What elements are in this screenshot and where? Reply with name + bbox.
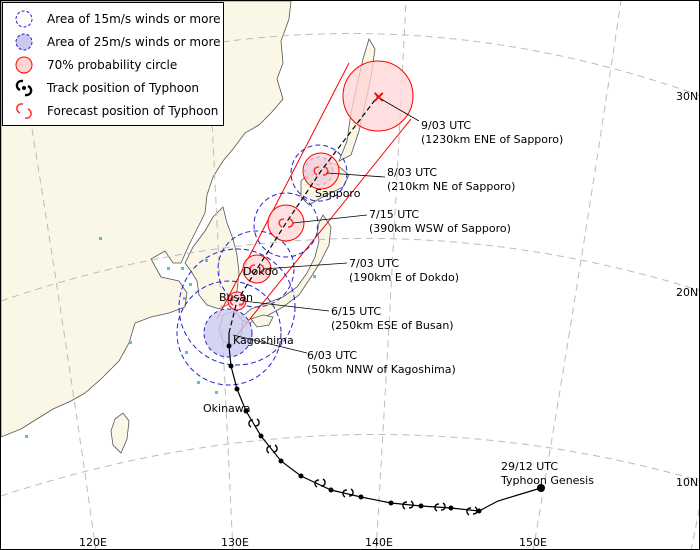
genesis-point: [537, 484, 545, 492]
lon-label-150e: 150E: [519, 536, 547, 549]
wind15-circle: [217, 230, 295, 308]
small-islands: [25, 237, 316, 438]
genesis-label: Typhoon Genesis: [500, 474, 594, 487]
label-9-03-time: 9/03 UTC: [421, 119, 471, 132]
typhoon-track-icon: [402, 500, 414, 510]
leader-lines: [232, 98, 420, 354]
typhoon-track-icon: [266, 444, 278, 454]
legend-label-wind25: Area of 25m/s winds or more: [47, 34, 221, 49]
typhoon-track-icon: [342, 488, 354, 498]
label-9-03-position: (1230km ENE of Sapporo): [421, 133, 563, 146]
legend-item-forecast: Forecast position of Typhoon: [11, 99, 223, 122]
legend-item-prob: 70% probability circle: [11, 53, 223, 76]
forecast-track-line: [228, 95, 379, 334]
city-okinawa: Okinawa: [203, 402, 251, 415]
label-6-03-time: 6/03 UTC: [307, 349, 357, 362]
lat-label-10n: 10N: [676, 476, 698, 489]
label-7-03-time: 7/03 UTC: [349, 257, 399, 270]
typhoon-forecast-icon: [278, 218, 294, 228]
forecast-symbols: [229, 166, 329, 306]
wind15-circle: [253, 192, 319, 258]
label-8-03-time: 8/03 UTC: [387, 166, 437, 179]
track-symbols: [248, 418, 478, 516]
city-dokdo: Dokdo: [243, 265, 279, 278]
typhoon-track-icon: [314, 478, 326, 488]
lon-label-120e: 120E: [79, 536, 107, 549]
typhoon-track-icon: [248, 418, 260, 428]
lat-label-20n: 20N: [676, 286, 698, 299]
wind15-circle: [290, 144, 348, 202]
label-6-15-position: (250km ESE of Busan): [331, 319, 454, 332]
shikoku-island: [250, 314, 274, 328]
legend-item-wind15: Area of 15m/s winds or more: [11, 7, 223, 30]
lon-label-140e: 140E: [365, 536, 393, 549]
legend-label-forecast: Forecast position of Typhoon: [47, 103, 219, 118]
legend-item-track: Track position of Typhoon: [11, 76, 223, 99]
label-7-03-position: (190km E of Dokdo): [349, 271, 459, 284]
filled-blue-circle-icon: [15, 33, 33, 50]
legend-label-wind15: Area of 15m/s winds or more: [47, 11, 221, 26]
label-7-15-time: 7/15 UTC: [369, 208, 419, 221]
forecast-end-marker: ×: [372, 87, 385, 106]
city-busan: Busan: [219, 291, 253, 304]
typhoon-track-icon: [434, 502, 446, 512]
meridian-150e: [532, 1, 622, 549]
typhoon-forecast-icon: [249, 264, 265, 274]
typhoon-forecast-icon: [229, 296, 245, 306]
city-sapporo: Sapporo: [315, 187, 361, 200]
typhoon-forecast-icon: [313, 166, 329, 176]
legend-label-track: Track position of Typhoon: [47, 80, 200, 95]
wind15-circle: [176, 280, 282, 386]
lat-label-30n: 30N: [676, 90, 698, 103]
wind25-circle: [203, 308, 253, 358]
prob-circle-7-03: [242, 254, 272, 284]
label-7-15-position: (390km WSW of Sapporo): [369, 222, 511, 235]
red-circle-icon: [15, 56, 33, 73]
city-kagoshima: Kagoshima: [233, 334, 294, 347]
track-points: [226, 343, 545, 514]
dashed-circle-icon: [15, 10, 33, 27]
map-legend: Area of 15m/s winds or more Area of 25m/…: [2, 2, 224, 126]
typhoon-forecast-icon: [16, 102, 32, 119]
honshu-island: [238, 214, 332, 324]
typhoon-track-icon: [466, 506, 478, 516]
label-6-15-time: 6/15 UTC: [331, 305, 381, 318]
typhoon-track-icon: [15, 79, 33, 96]
taiwan-island: [110, 412, 130, 454]
legend-item-wind25: Area of 25m/s winds or more: [11, 30, 223, 53]
korean-peninsula: [184, 206, 240, 310]
lon-label-130e: 130E: [221, 536, 249, 549]
genesis-time: 29/12 UTC: [501, 460, 558, 473]
prob-circle-7-15: [267, 204, 305, 242]
label-8-03-position: (210km NE of Sapporo): [387, 180, 515, 193]
label-6-03-position: (50km NNW of Kagoshima): [307, 363, 456, 376]
forecast-cone: [216, 62, 412, 336]
legend-label-prob: 70% probability circle: [47, 57, 178, 72]
